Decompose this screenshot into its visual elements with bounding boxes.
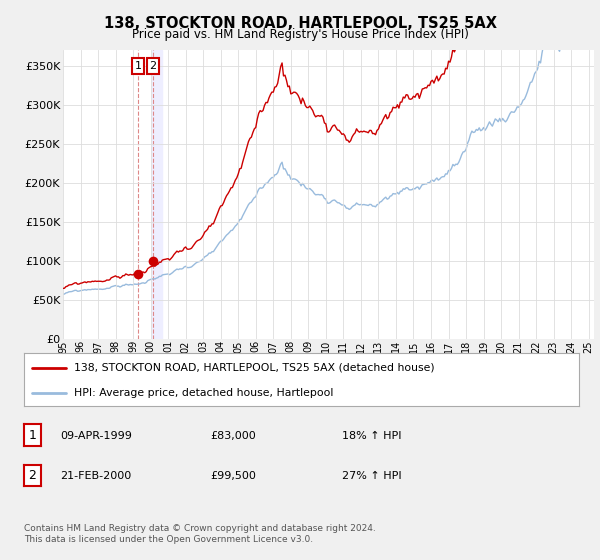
Text: £83,000: £83,000 (210, 431, 256, 441)
Text: 18% ↑ HPI: 18% ↑ HPI (342, 431, 401, 441)
Text: HPI: Average price, detached house, Hartlepool: HPI: Average price, detached house, Hart… (74, 388, 334, 398)
Text: 138, STOCKTON ROAD, HARTLEPOOL, TS25 5AX (detached house): 138, STOCKTON ROAD, HARTLEPOOL, TS25 5AX… (74, 363, 434, 373)
Text: 21-FEB-2000: 21-FEB-2000 (60, 471, 131, 481)
Text: £99,500: £99,500 (210, 471, 256, 481)
Text: 1: 1 (28, 428, 37, 442)
Text: 09-APR-1999: 09-APR-1999 (60, 431, 132, 441)
Text: 2: 2 (149, 61, 157, 71)
Text: 27% ↑ HPI: 27% ↑ HPI (342, 471, 401, 481)
Text: Price paid vs. HM Land Registry's House Price Index (HPI): Price paid vs. HM Land Registry's House … (131, 28, 469, 41)
Text: 1: 1 (134, 61, 142, 71)
Text: 2: 2 (28, 469, 37, 482)
Text: 138, STOCKTON ROAD, HARTLEPOOL, TS25 5AX: 138, STOCKTON ROAD, HARTLEPOOL, TS25 5AX (104, 16, 497, 31)
Text: Contains HM Land Registry data © Crown copyright and database right 2024.
This d: Contains HM Land Registry data © Crown c… (24, 524, 376, 544)
Bar (152, 50, 161, 339)
